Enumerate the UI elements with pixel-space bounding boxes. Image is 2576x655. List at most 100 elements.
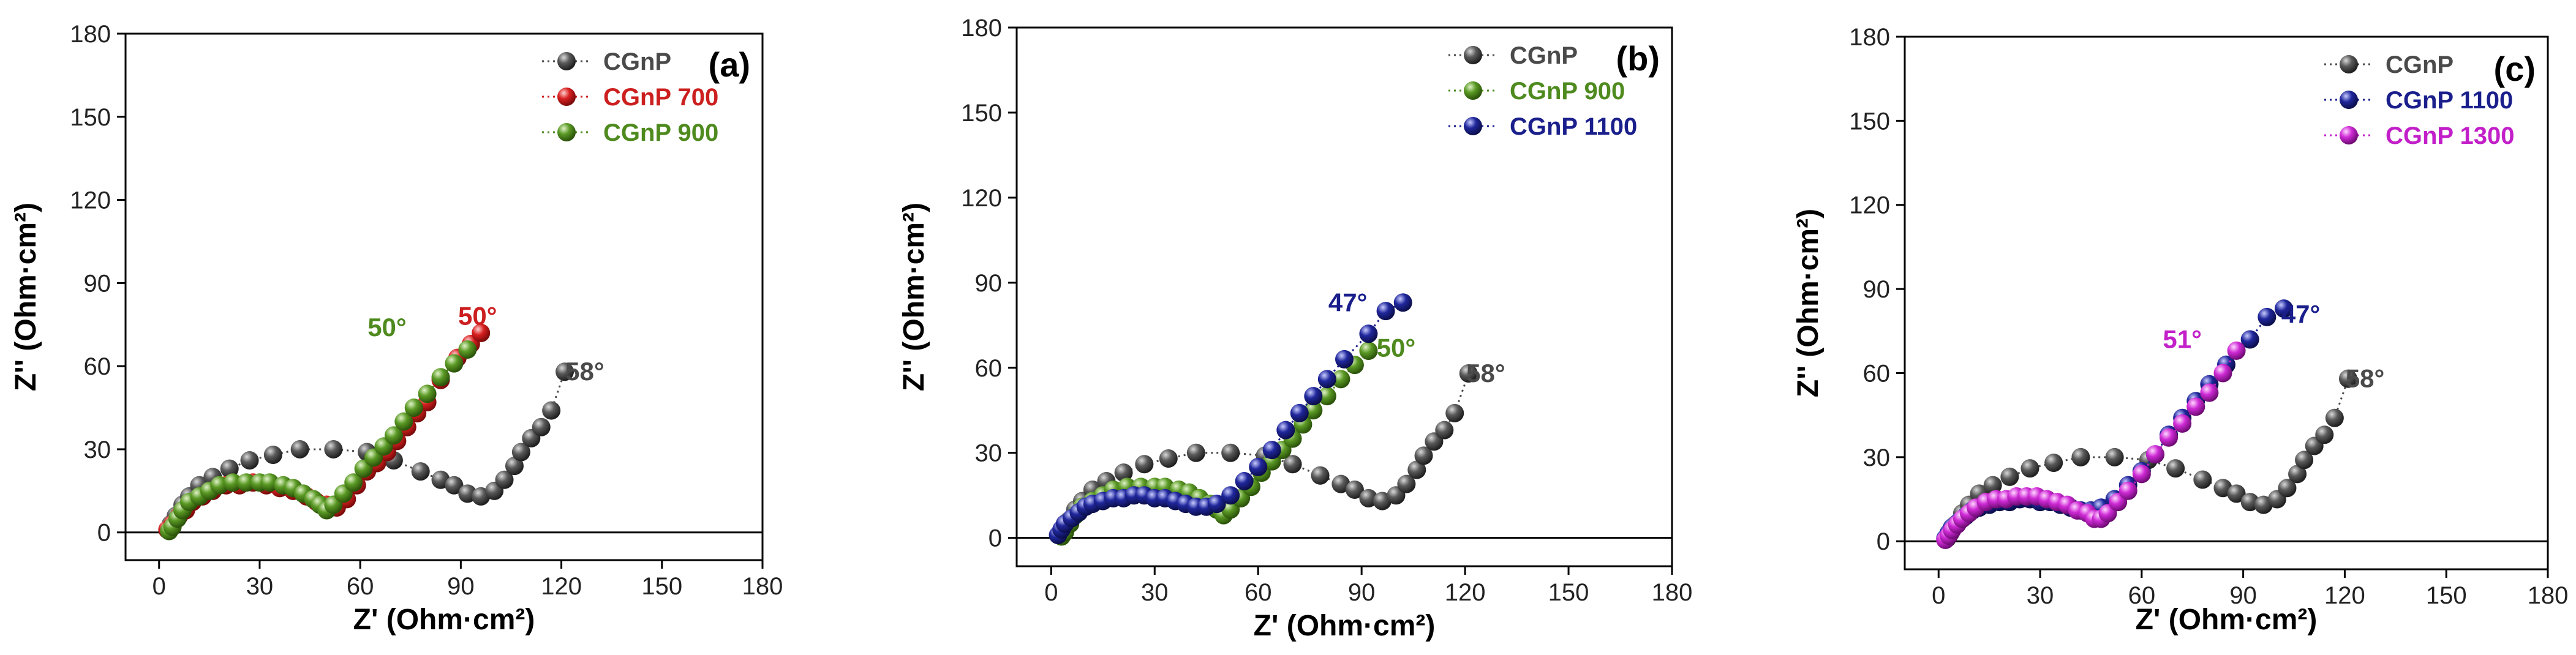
panel-c-xtick-label: 30 bbox=[2027, 582, 2054, 609]
panel-c-angle-annotation: 51° bbox=[2163, 325, 2202, 354]
panel-c-plot-frame bbox=[1904, 36, 2549, 571]
panel-a-ytick-label: 60 bbox=[84, 353, 111, 380]
panel-b-xtick-label: 30 bbox=[1141, 579, 1169, 606]
panel-c-cgnp-point bbox=[2325, 408, 2344, 427]
panel-a-series bbox=[158, 323, 574, 541]
panel-a-xtick-label: 150 bbox=[641, 573, 682, 600]
panel-b-legend-cgnp-label: CGnP bbox=[1510, 42, 1578, 69]
panel-a-xlabel: Z' (Ohm·cm²) bbox=[353, 604, 535, 636]
panel-a-xtick-label: 0 bbox=[153, 573, 166, 600]
panel-a-angle-annotation: 50° bbox=[367, 313, 407, 342]
panel-c-ylabel: Z'' (Ohm·cm²) bbox=[1792, 209, 1825, 397]
panel-a-xtick-label: 180 bbox=[742, 573, 783, 600]
panel-a-cgnp-point bbox=[511, 443, 530, 462]
panel-a-ytick-label: 120 bbox=[70, 187, 111, 214]
panel-a-legend-cgnp-marker bbox=[557, 52, 576, 70]
panel-b-cgnp-point bbox=[1414, 446, 1433, 465]
panel-c-cgnp-1300-point bbox=[2213, 364, 2232, 383]
panel-a-cgnp-point bbox=[263, 446, 282, 464]
panel-c-angle-annotation: 58° bbox=[2346, 364, 2385, 393]
panel-a-cgnp-900-point bbox=[237, 473, 256, 492]
panel-b-cgnp-1100-point bbox=[1235, 472, 1254, 491]
panel-b-ytick-label: 150 bbox=[961, 100, 1002, 127]
panel-c-cgnp-point bbox=[2021, 459, 2039, 478]
panel-b-cgnp-point bbox=[1283, 455, 1302, 474]
panel-c-xtick-label: 0 bbox=[1932, 582, 1945, 609]
panel-b-legend-cgnp-1100-label: CGnP 1100 bbox=[1510, 113, 1637, 140]
panel-c-cgnp-point bbox=[2044, 454, 2063, 472]
panel-c-ytick-label: 0 bbox=[1877, 528, 1890, 555]
panel-c-cgnp-point bbox=[2193, 470, 2212, 489]
panel-a-ytick-label: 180 bbox=[70, 21, 111, 48]
panel-c-ytick-label: 30 bbox=[1863, 444, 1891, 471]
panel-c-cgnp-1100-point bbox=[2274, 299, 2293, 318]
panel-c-xlabel: Z' (Ohm·cm²) bbox=[2136, 604, 2318, 636]
panel-a-angle-annotation: 50° bbox=[458, 302, 497, 331]
panel-c-legend-cgnp-1100-marker bbox=[2340, 91, 2358, 109]
panel-a-axes: 0 30 60 90 120 150 180 0 30 60 90 120 150 180 bbox=[70, 21, 783, 600]
panel-a-cgnp-point bbox=[555, 362, 574, 381]
panel-c-ytick-label: 180 bbox=[1849, 24, 1890, 51]
panel-b-cgnp-1100-point bbox=[1221, 486, 1240, 505]
panel-c-cgnp-point bbox=[2105, 447, 2124, 466]
panel-a-cgnp-point bbox=[505, 457, 524, 476]
panel-c-legend-cgnp-1100-label: CGnP 1100 bbox=[2386, 87, 2513, 114]
panel-b-ytick-label: 120 bbox=[961, 185, 1002, 212]
panel-a-cgnp-700-point bbox=[472, 323, 491, 342]
panel-b-cgnp-point bbox=[1407, 460, 1426, 479]
panel-a-cgnp-point bbox=[324, 440, 343, 458]
panel-c-xtick-label: 60 bbox=[2128, 582, 2156, 609]
panel-c-xtick-label: 120 bbox=[2324, 582, 2365, 609]
panel-c-cgnp-point bbox=[1983, 476, 2002, 495]
panel-c-cgnp-1100-point bbox=[2240, 330, 2259, 349]
panel-b-cgnp-point bbox=[1435, 421, 1454, 440]
panel-c-ytick-label: 90 bbox=[1863, 276, 1891, 303]
panel-c-xtick-label: 150 bbox=[2426, 582, 2467, 609]
panel-b-cgnp-point bbox=[1186, 443, 1205, 462]
panel-b-cgnp-1100-point bbox=[1317, 370, 1336, 389]
panel-c-cgnp-1100-point bbox=[2258, 307, 2277, 326]
panel-a-label: (a) bbox=[709, 45, 750, 84]
panel-c-legend-cgnp-marker bbox=[2340, 55, 2358, 73]
panel-b-xtick-label: 60 bbox=[1245, 579, 1272, 606]
panel-b-angle-annotation: 50° bbox=[1377, 333, 1416, 362]
panel-b-cgnp-point bbox=[1373, 492, 1392, 511]
panel-c-series bbox=[1936, 299, 2357, 549]
panel-a-cgnp-point bbox=[532, 417, 551, 436]
panel-c-xtick-label: 180 bbox=[2528, 582, 2569, 609]
panel-b-legend-cgnp-1100-marker bbox=[1464, 117, 1482, 135]
panel-b-cgnp-1100-point bbox=[1393, 293, 1412, 312]
panel-c-cgnp-1300-point bbox=[2132, 465, 2151, 484]
panel-c-cgnp-point bbox=[2315, 425, 2334, 444]
panel-b-cgnp-point bbox=[1221, 443, 1240, 462]
panel-a-legend-cgnp-900-marker bbox=[557, 123, 576, 141]
panel-c-cgnp-point bbox=[2166, 459, 2185, 478]
panel-c-cgnp-point bbox=[2288, 465, 2307, 484]
panel-a-cgnp-900-point bbox=[394, 412, 413, 431]
panel-b-angle-annotation: 58° bbox=[1466, 359, 1505, 387]
panel-a-xtick-label: 30 bbox=[246, 573, 274, 600]
panel-a-xtick-label: 90 bbox=[447, 573, 475, 600]
panel-c-ytick-label: 150 bbox=[1849, 108, 1890, 135]
panel-b-annotations: 47° 50° 58° bbox=[1328, 288, 1505, 387]
panel-a-cgnp-point bbox=[290, 440, 309, 458]
panel-a-xtick-label: 120 bbox=[541, 573, 582, 600]
panel-b-legend-cgnp-marker bbox=[1464, 46, 1482, 64]
panel-c-cgnp-point bbox=[2000, 467, 2019, 486]
panel-b-xtick-label: 0 bbox=[1044, 579, 1058, 606]
panel-c-cgnp-1300-point bbox=[2118, 481, 2137, 500]
panel-b-ylabel: Z'' (Ohm·cm²) bbox=[898, 203, 930, 391]
panel-c-legend: CGnP CGnP 1100 CGnP 1300 bbox=[2324, 51, 2515, 149]
panel-b-xtick-label: 90 bbox=[1348, 579, 1376, 606]
panel-b-axes: 0 30 60 90 120 150 180 0 30 60 90 120 150 180 bbox=[961, 15, 1692, 606]
panel-a-legend-cgnp-label: CGnP bbox=[603, 48, 671, 75]
panel-a-cgnp-900-point bbox=[418, 384, 437, 403]
panel-b-label: (b) bbox=[1616, 39, 1660, 78]
panel-c-cgnp-point bbox=[2071, 447, 2090, 466]
panel-a-cgnp-900-point bbox=[458, 340, 477, 359]
panel-a-legend-cgnp-900-label: CGnP 900 bbox=[603, 119, 718, 146]
panel-b-cgnp-point bbox=[1135, 455, 1154, 474]
panel-b-angle-annotation: 47° bbox=[1328, 288, 1368, 316]
panel-a-legend: CGnP CGnP 700 CGnP 900 bbox=[542, 48, 718, 146]
